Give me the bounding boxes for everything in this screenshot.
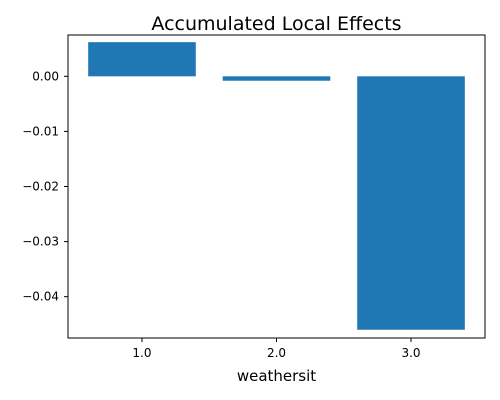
y-tick-label: −0.03	[22, 235, 59, 249]
chart-title: Accumulated Local Effects	[151, 13, 401, 35]
x-tick-label: 1.0	[132, 346, 151, 360]
y-tick-label: 0.00	[32, 69, 59, 83]
x-tick-label: 3.0	[401, 346, 420, 360]
x-axis-ticks: 1.0 2.0 3.0	[132, 338, 421, 360]
y-tick-label: −0.01	[22, 124, 59, 138]
plot-frame	[67, 34, 486, 339]
bar-3-0	[357, 76, 465, 330]
x-axis-title: weathersit	[237, 367, 316, 385]
y-tick-label: −0.04	[22, 290, 59, 304]
bar-series	[88, 42, 465, 330]
bar-1-0	[88, 42, 196, 77]
y-tick-label: −0.02	[22, 180, 59, 194]
x-tick-label: 2.0	[267, 346, 286, 360]
bar-2-0	[222, 76, 331, 81]
y-axis-ticks: 0.00 −0.01 −0.02 −0.03 −0.04	[22, 69, 68, 304]
